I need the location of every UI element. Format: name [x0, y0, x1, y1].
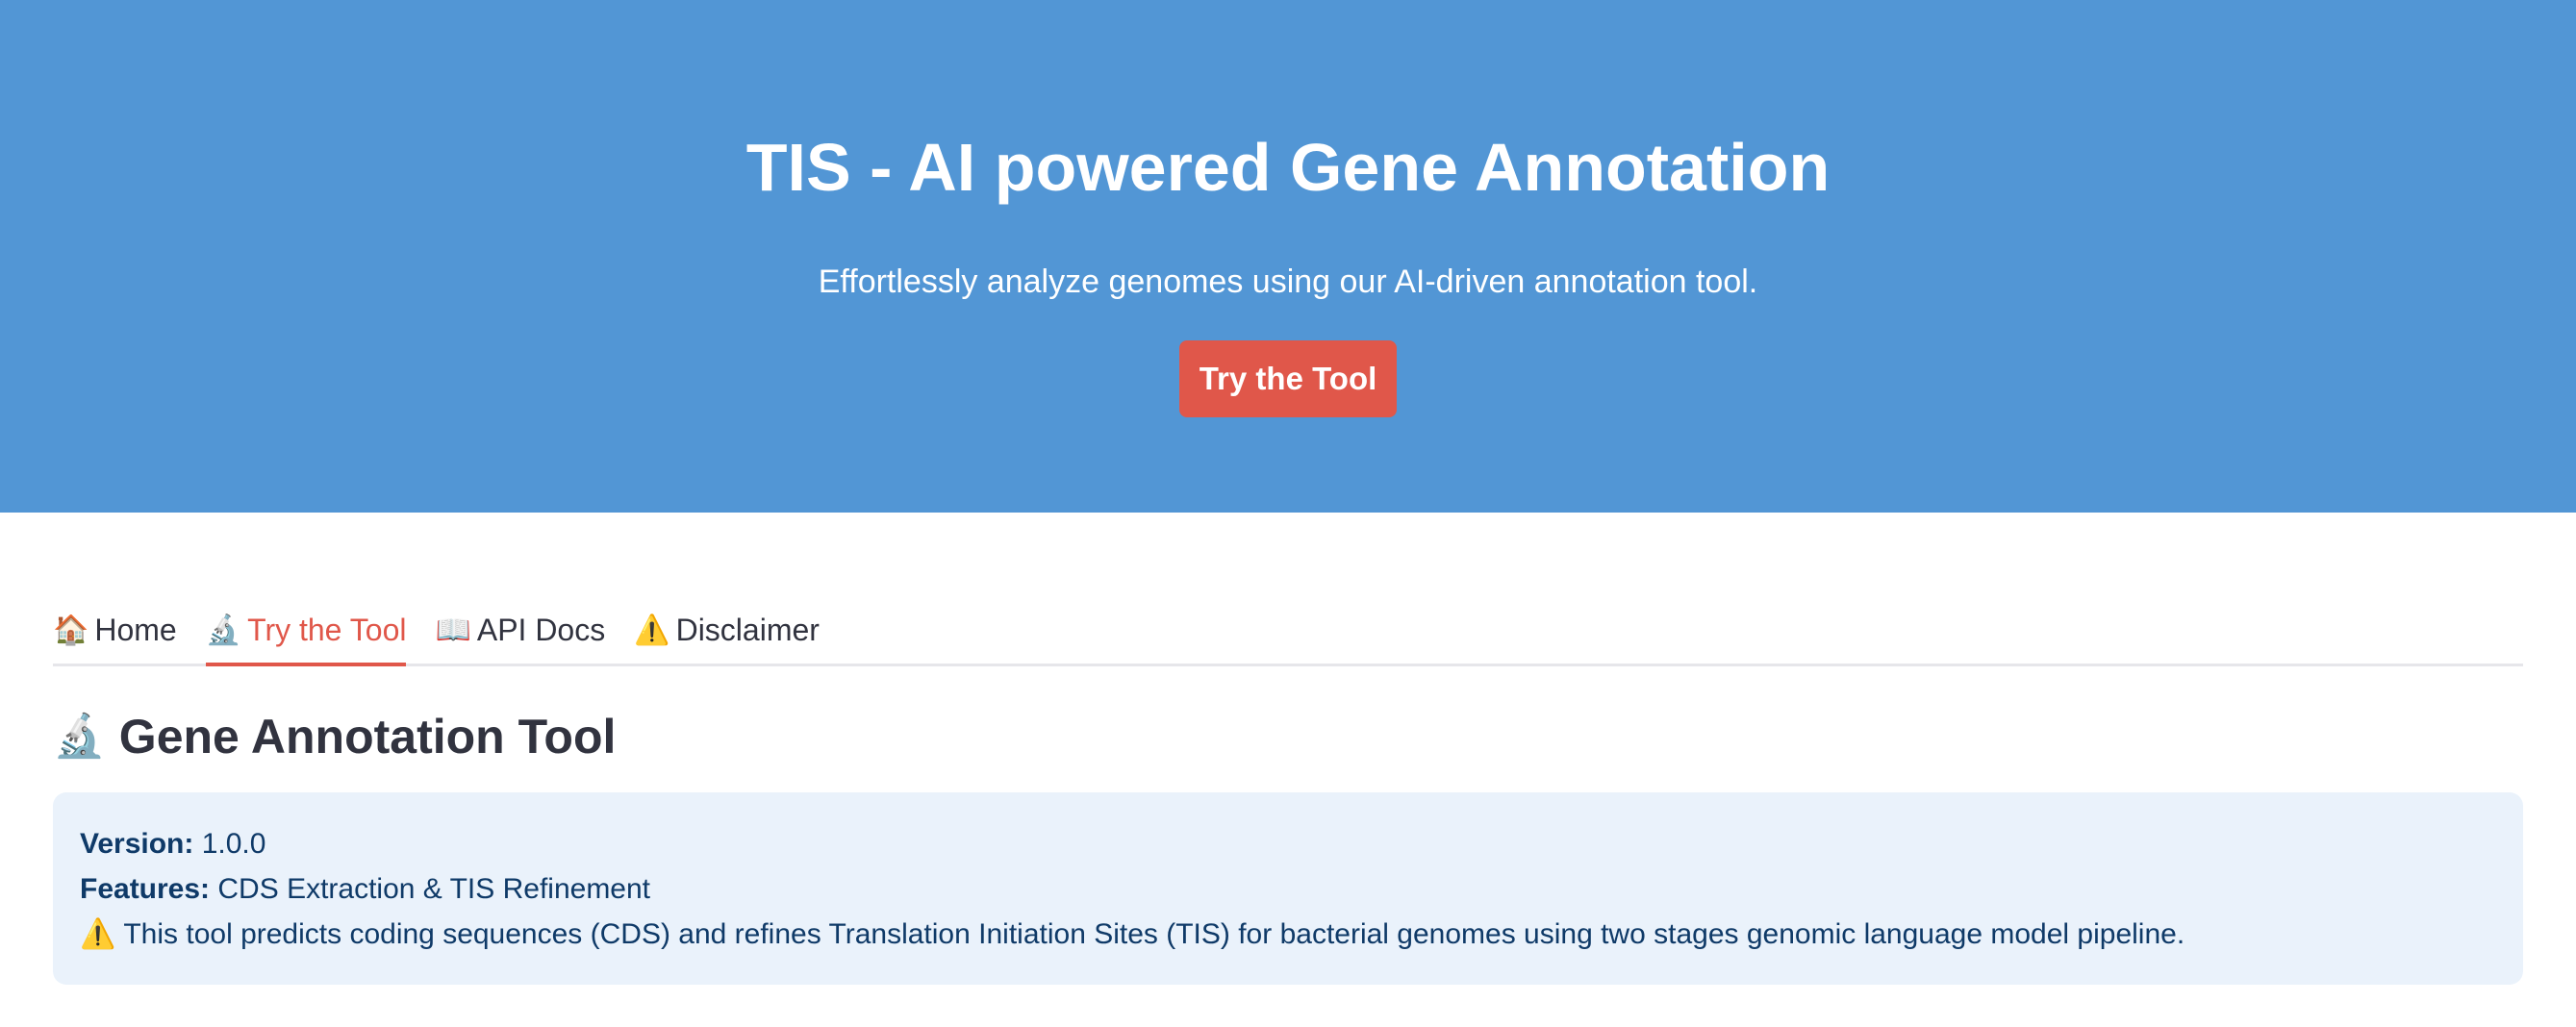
tab-label: Home [94, 612, 177, 647]
tab-try-the-tool[interactable]: 🔬 Try the Tool [205, 596, 407, 666]
house-icon: 🏠 [53, 614, 89, 646]
version-label: Version: [80, 828, 194, 860]
warning-icon: ⚠️ [80, 918, 116, 950]
hero-banner: TIS - AI powered Gene Annotation Effortl… [0, 0, 2576, 513]
page-title: 🔬 Gene Annotation Tool [53, 702, 616, 771]
tab-home[interactable]: 🏠 Home [53, 596, 177, 664]
try-the-tool-button[interactable]: Try the Tool [1179, 340, 1397, 417]
hero-title: TIS - AI powered Gene Annotation [745, 130, 1831, 205]
page-title-text: Gene Annotation Tool [118, 710, 617, 764]
note-text: This tool predicts coding sequences (CDS… [123, 918, 2185, 950]
tab-label: Try the Tool [247, 612, 407, 647]
book-icon: 📖 [435, 614, 471, 646]
info-box: Version: 1.0.0 Features: CDS Extraction … [53, 792, 2523, 985]
version-line: Version: 1.0.0 [80, 821, 2496, 866]
microscope-icon: 🔬 [53, 713, 106, 760]
version-value: 1.0.0 [201, 828, 266, 860]
tab-label: Disclaimer [675, 612, 820, 647]
features-line: Features: CDS Extraction & TIS Refinemen… [80, 866, 2496, 912]
tab-label: API Docs [476, 612, 606, 647]
hero-subtitle: Effortlessly analyze genomes using our A… [818, 263, 1758, 300]
note-line: ⚠️ This tool predicts coding sequences (C… [80, 912, 2496, 957]
tab-api-docs[interactable]: 📖 API Docs [435, 596, 605, 664]
warning-icon: ⚠️ [634, 614, 670, 646]
features-value: CDS Extraction & TIS Refinement [217, 873, 651, 905]
tab-bar: 🏠 Home 🔬 Try the Tool 📖 API Docs ⚠️ Disc… [53, 596, 2523, 666]
microscope-icon: 🔬 [205, 614, 242, 646]
features-label: Features: [80, 873, 211, 905]
tab-disclaimer[interactable]: ⚠️ Disclaimer [634, 596, 820, 664]
